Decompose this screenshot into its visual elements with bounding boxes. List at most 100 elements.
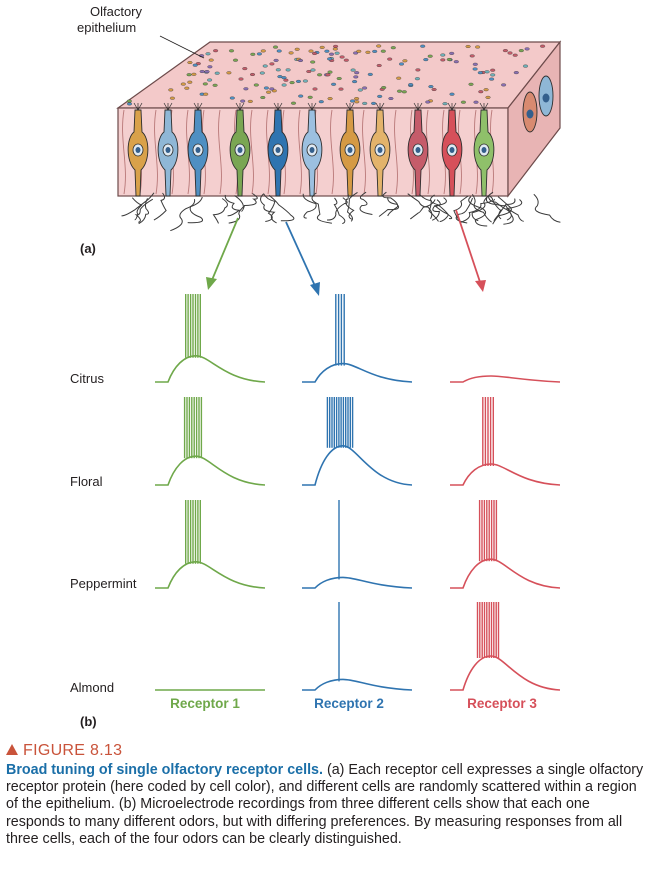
- surface-dot: [298, 59, 304, 63]
- surface-dot: [490, 68, 496, 72]
- cell-nucleolus: [415, 147, 421, 153]
- axon-fiber: [505, 199, 524, 222]
- surface-dot: [390, 46, 396, 50]
- figure-number: FIGURE 8.13: [6, 742, 650, 760]
- surface-dot: [238, 77, 244, 81]
- epithelium-label-line2: epithelium: [77, 20, 136, 35]
- supporting-cell: [218, 109, 222, 195]
- cilium: [239, 102, 245, 111]
- surface-dot: [247, 99, 253, 103]
- cilium: [345, 102, 351, 111]
- surface-dot: [203, 92, 209, 96]
- surface-dot: [214, 71, 220, 75]
- surface-dot: [281, 76, 287, 80]
- surface-dot: [460, 100, 466, 104]
- cilium: [163, 102, 169, 111]
- surface-dot: [317, 73, 323, 77]
- epithelium-leader-line: [159, 35, 205, 59]
- surface-dot: [420, 44, 426, 48]
- cell-nucleolus: [135, 147, 141, 153]
- surface-dot: [397, 89, 403, 93]
- surface-dot: [187, 61, 193, 65]
- caption-text: Broad tuning of single olfactory recepto…: [6, 762, 650, 848]
- surface-dot: [446, 58, 452, 62]
- surface-dot: [334, 51, 340, 55]
- surface-dot: [213, 49, 219, 53]
- surface-dot: [253, 83, 259, 87]
- surface-dot: [302, 79, 308, 83]
- surface-dot: [350, 68, 356, 72]
- surface-dot: [240, 99, 246, 103]
- surface-dot: [184, 86, 190, 90]
- surface-dot: [336, 76, 342, 80]
- cilium: [277, 102, 283, 111]
- surface-dot: [269, 62, 275, 66]
- surface-dot: [249, 72, 255, 76]
- axon-fiber: [260, 193, 277, 224]
- axon-fiber: [268, 194, 295, 222]
- axon-fiber: [459, 195, 494, 224]
- axon-fiber: [471, 194, 492, 223]
- cilium: [197, 102, 203, 111]
- surface-dot: [207, 65, 213, 69]
- surface-dot: [259, 71, 265, 75]
- surface-dot: [354, 100, 360, 104]
- membrane-potential-trace: [302, 678, 413, 691]
- cilium: [447, 102, 453, 111]
- surface-dot: [199, 69, 205, 73]
- surface-dot: [352, 80, 358, 84]
- surface-dot: [453, 60, 459, 64]
- surface-dot: [187, 80, 193, 84]
- axon-fiber: [302, 193, 317, 219]
- surface-dot: [191, 72, 197, 76]
- axon-fiber: [378, 197, 400, 217]
- triangle-icon: [6, 744, 18, 755]
- surface-dot: [473, 100, 479, 104]
- axon-fiber: [493, 198, 516, 222]
- surface-dot: [477, 71, 483, 75]
- cell-nucleus: [526, 109, 534, 119]
- surface-dot: [415, 68, 421, 72]
- surface-dot: [371, 101, 377, 105]
- surface-dot: [427, 54, 433, 58]
- surface-dot: [354, 97, 360, 101]
- surface-dot: [380, 49, 386, 53]
- surface-dot: [350, 99, 356, 103]
- recording-traces: [155, 294, 561, 691]
- surface-dot: [205, 52, 211, 56]
- supporting-cell: [122, 109, 126, 195]
- surface-dot: [266, 90, 272, 94]
- receptor-2-label: Receptor 2: [314, 696, 384, 711]
- axon-fiber: [326, 197, 348, 221]
- surface-dot: [502, 49, 508, 53]
- surface-dot: [469, 54, 475, 58]
- axon-fiber: [153, 192, 167, 221]
- axon-fiber: [121, 192, 155, 217]
- surface-dot: [507, 51, 513, 55]
- surface-dot: [401, 90, 407, 94]
- surface-dot: [296, 79, 302, 83]
- odor-label-citrus: Citrus: [70, 371, 104, 386]
- supporting-cell: [250, 109, 254, 195]
- odor-label-floral: Floral: [70, 474, 103, 489]
- odor-label-peppermint: Peppermint: [70, 576, 137, 591]
- surface-dot: [327, 57, 333, 61]
- membrane-potential-trace: [450, 558, 561, 589]
- surface-dot: [312, 52, 318, 56]
- surface-dot: [353, 51, 359, 55]
- cilium: [375, 102, 381, 111]
- odor-label-almond: Almond: [70, 680, 114, 695]
- surface-dot: [399, 62, 405, 66]
- cell-nucleolus: [195, 147, 201, 153]
- surface-dot: [310, 68, 316, 72]
- surface-dot: [362, 101, 368, 105]
- cell-nucleus: [542, 93, 550, 103]
- surface-dot: [324, 49, 330, 53]
- cilium: [413, 102, 419, 111]
- surface-dot: [485, 95, 491, 99]
- olfactory-epithelium-block: [116, 40, 562, 232]
- surface-dot: [377, 94, 383, 98]
- surface-dot: [226, 71, 232, 75]
- surface-dot: [212, 83, 218, 87]
- surface-dot: [263, 86, 269, 90]
